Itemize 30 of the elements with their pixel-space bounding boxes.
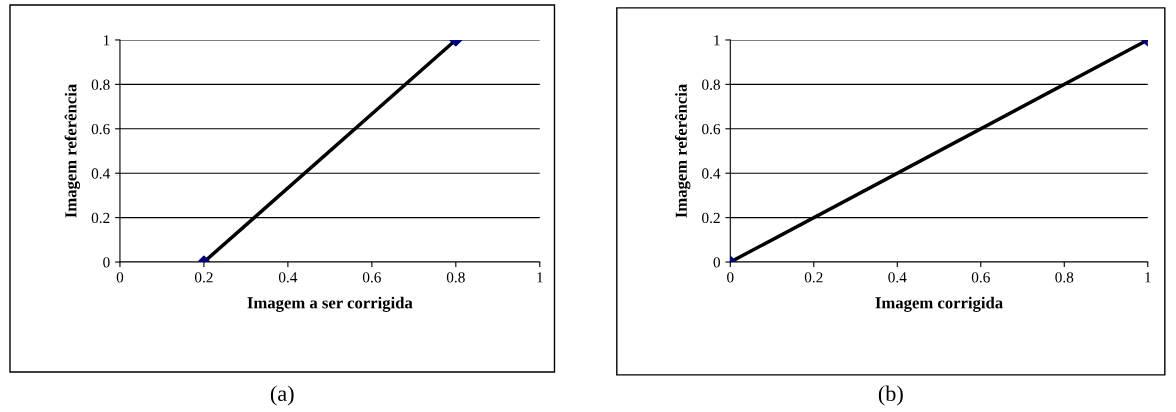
y-tick-label: 0.2 <box>702 212 720 224</box>
x-tick-label: 0.2 <box>804 272 823 283</box>
x-tick-label: 0.6 <box>971 272 990 283</box>
y-tick-label: 0.6 <box>91 123 110 135</box>
y-tick-label: 0 <box>103 257 110 268</box>
x-tick-label: 0.6 <box>362 272 381 283</box>
x-tick-label: 0 <box>727 272 734 283</box>
text: (a) <box>270 385 294 406</box>
y-tick-label: 0.2 <box>91 212 110 224</box>
y-tick-label: 0.8 <box>91 79 110 90</box>
y-axis-title: Imagem referência <box>674 84 691 218</box>
x-tick-label: 0.8 <box>1055 272 1074 283</box>
x-tick-label: 0 <box>116 272 124 283</box>
x-tick-label: 1 <box>537 272 543 283</box>
y-tick-label: 0.6 <box>702 123 721 135</box>
y-tick-label: 1 <box>103 35 110 46</box>
y-tick-label: 1 <box>714 35 720 46</box>
y-axis-title: Imagem referência <box>64 84 81 218</box>
x-tick-label: 0.2 <box>194 272 213 283</box>
text: (b) <box>878 385 903 406</box>
x-tick-label: 0.4 <box>278 272 298 283</box>
x-tick-label: 0.8 <box>446 272 465 283</box>
y-tick-label: 0.8 <box>702 79 720 90</box>
y-tick-label: 0.4 <box>91 168 110 179</box>
x-axis-title: Imagem a ser corrigida <box>247 296 413 312</box>
x-axis-title: Imagem corrigida <box>875 296 1003 312</box>
y-tick-label: 0.4 <box>702 168 721 179</box>
y-tick-label: 0 <box>713 257 720 268</box>
x-tick-label: 1 <box>1145 272 1151 283</box>
x-tick-label: 0.4 <box>888 272 907 283</box>
